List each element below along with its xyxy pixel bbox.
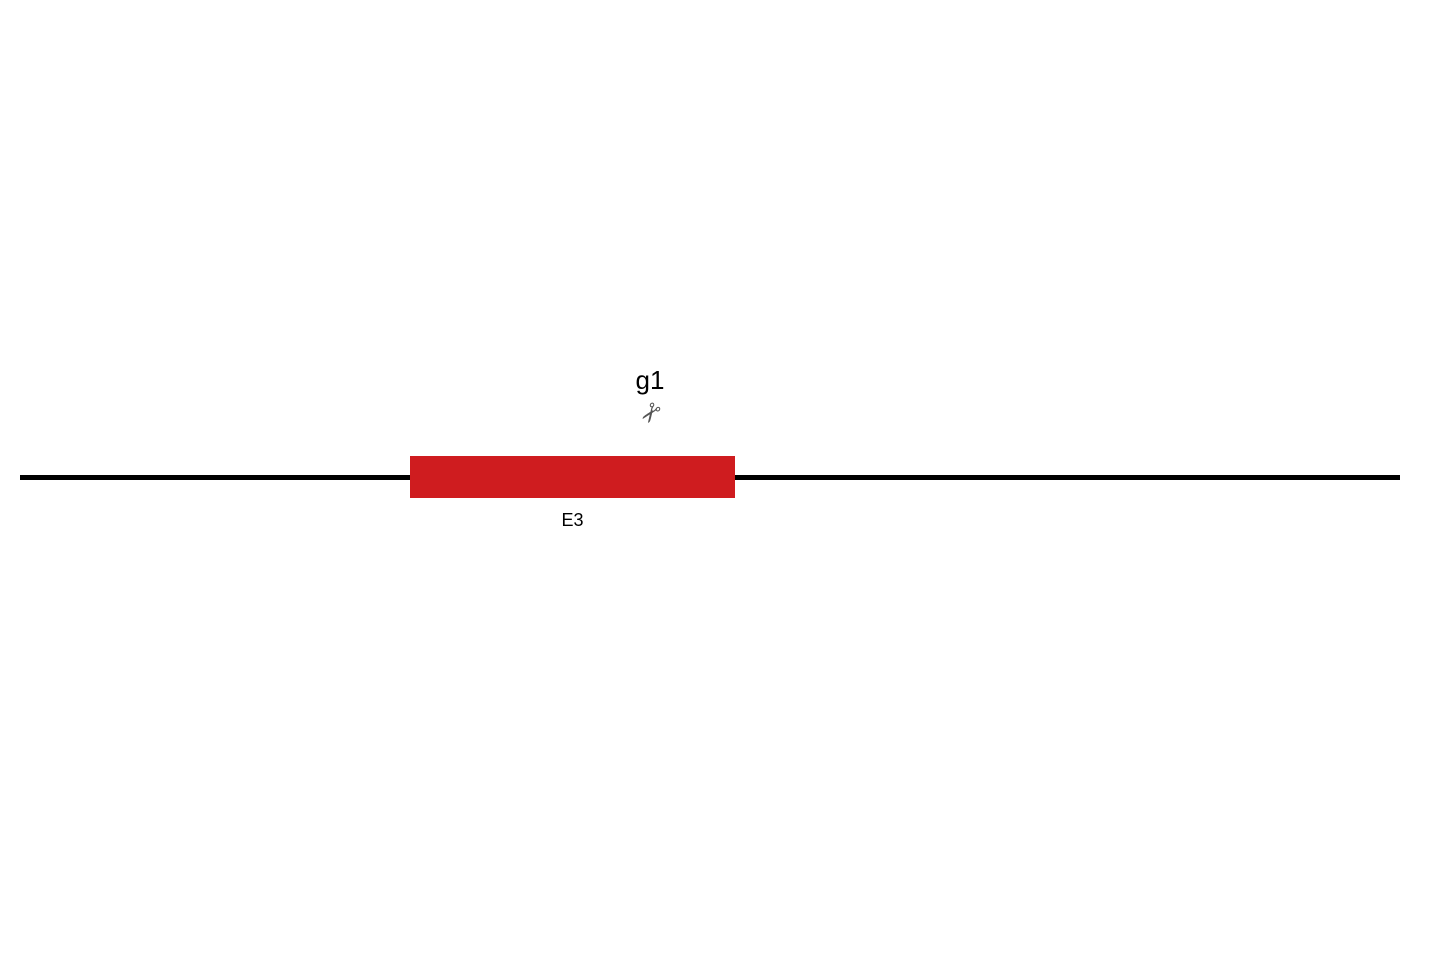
exon-block (410, 456, 735, 498)
scissors-icon: ✂ (631, 395, 669, 431)
gene-diagram: E3 g1 ✂ (0, 0, 1440, 960)
exon-label: E3 (561, 510, 583, 531)
cut-site-label: g1 (636, 365, 665, 396)
